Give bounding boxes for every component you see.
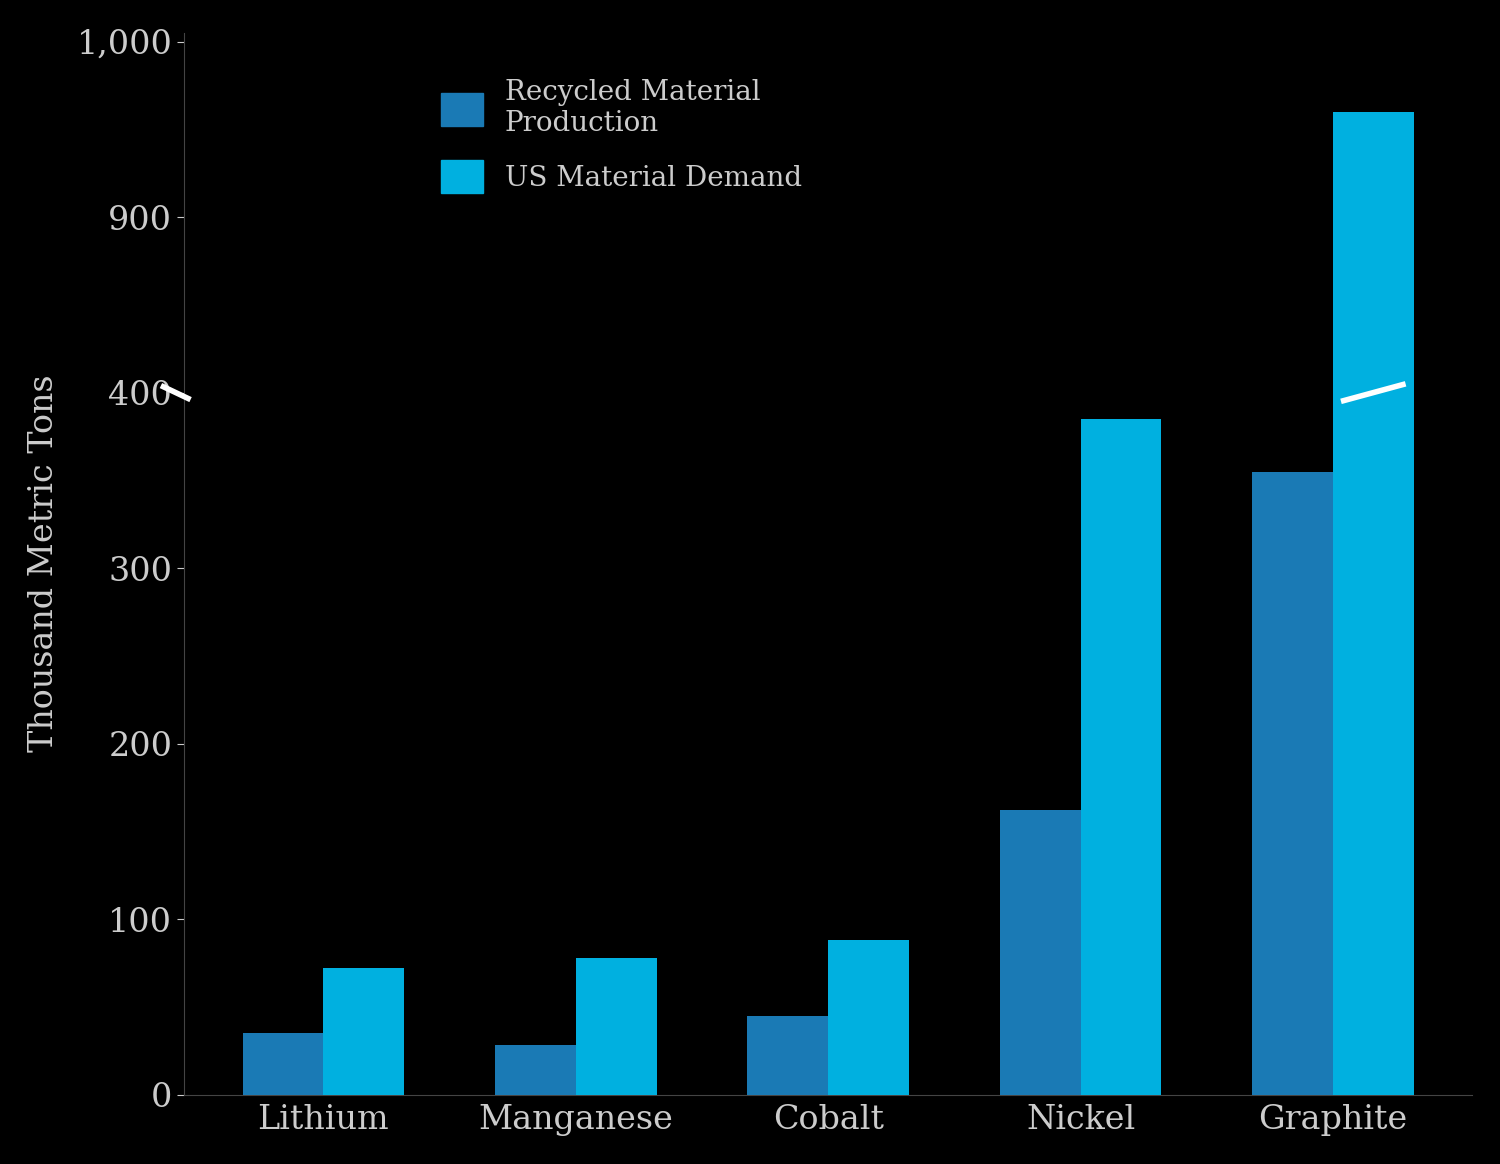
Bar bbox=[1334, 112, 1413, 1094]
Legend: Recycled Material
Production, US Material Demand: Recycled Material Production, US Materia… bbox=[430, 68, 813, 205]
Bar bbox=[1080, 419, 1161, 1094]
Bar bbox=[324, 968, 404, 1094]
Bar bbox=[1252, 471, 1334, 1094]
Bar bbox=[576, 958, 657, 1094]
Bar bbox=[828, 941, 909, 1094]
Bar bbox=[747, 1015, 828, 1094]
Bar bbox=[495, 1045, 576, 1094]
Bar bbox=[1000, 810, 1080, 1094]
Y-axis label: Thousand Metric Tons: Thousand Metric Tons bbox=[28, 375, 60, 752]
Bar bbox=[243, 1034, 324, 1094]
